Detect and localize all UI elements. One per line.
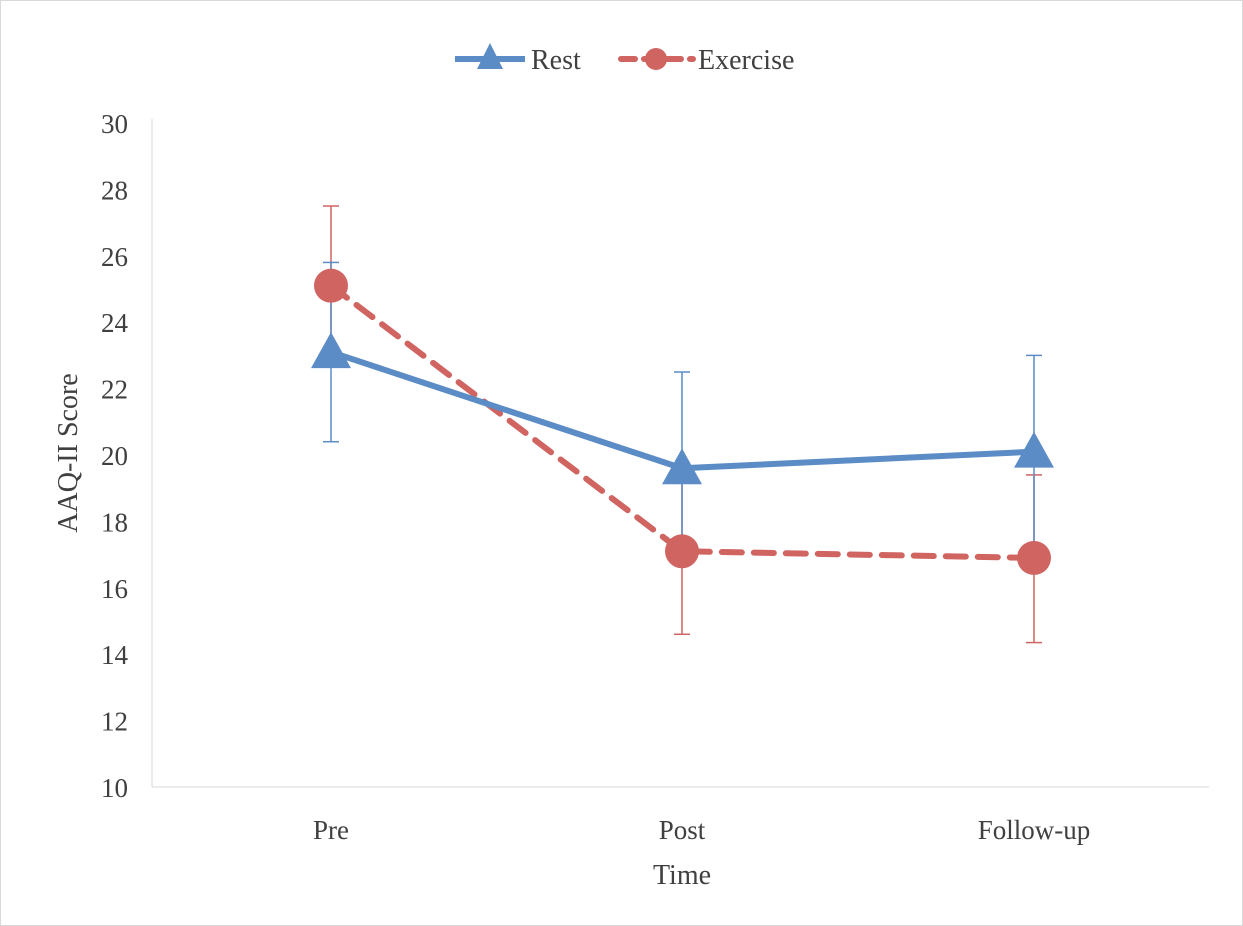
legend-marker-exercise (645, 48, 667, 70)
x-axis-title: Time (653, 860, 711, 891)
y-tick-label: 28 (101, 175, 128, 205)
legend-label-rest: Rest (531, 45, 581, 76)
legend-item-exercise: Exercise (618, 45, 794, 76)
x-tick-label: Pre (313, 815, 349, 845)
x-tick-label: Post (659, 815, 706, 845)
series-line-exercise (328, 282, 1037, 561)
legend: Rest Exercise (455, 43, 794, 76)
data-point-rest (662, 448, 702, 485)
legend-label-exercise: Exercise (698, 45, 794, 76)
x-axis: Pre Post Follow-up (152, 786, 1209, 845)
data-point-exercise (314, 268, 348, 303)
data-point-rest (1014, 431, 1054, 468)
y-tick-label: 12 (101, 707, 128, 737)
data-point-exercise (1017, 540, 1051, 575)
x-tick-label: Follow-up (978, 815, 1091, 845)
legend-marker-rest (477, 43, 503, 69)
y-tick-label: 18 (101, 507, 128, 537)
y-tick-label: 14 (101, 640, 129, 670)
y-tick-label: 26 (101, 242, 128, 272)
y-axis: 10 12 14 16 18 20 22 24 26 28 30 (101, 109, 153, 803)
y-tick-label: 24 (101, 308, 129, 338)
y-tick-label: 20 (101, 441, 128, 471)
error-bars-rest (323, 261, 1042, 562)
data-point-rest (311, 332, 351, 369)
y-axis-title: AAQ-II Score (53, 373, 84, 532)
y-tick-label: 30 (101, 109, 128, 139)
y-tick-label: 10 (101, 773, 128, 803)
y-tick-label: 22 (101, 375, 128, 405)
series-layer (311, 205, 1054, 644)
legend-item-rest: Rest (455, 43, 581, 76)
data-point-exercise (665, 534, 699, 569)
y-tick-label: 16 (101, 574, 128, 604)
